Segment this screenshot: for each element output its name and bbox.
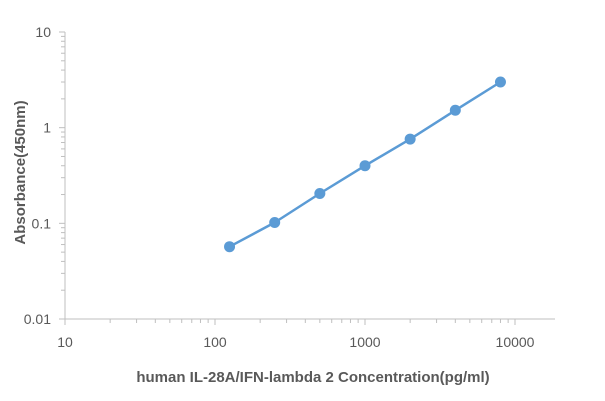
data-point (494, 76, 506, 88)
data-point (269, 217, 281, 229)
data-point (314, 188, 326, 200)
y-tick-label: 1 (43, 120, 51, 136)
data-point (404, 133, 416, 145)
x-axis-title: human IL-28A/IFN-lambda 2 Concentration(… (136, 369, 489, 386)
y-tick-label: 0.01 (24, 311, 51, 327)
y-axis-title: Absorbance(450nm) (12, 100, 29, 244)
data-point (359, 160, 371, 172)
ticks: 10 100 1000 10000 0.01 0.1 1 10 (24, 24, 535, 350)
series (224, 76, 506, 253)
y-tick-label: 0.1 (32, 215, 52, 231)
x-tick-label: 1000 (349, 334, 380, 350)
data-point (449, 104, 461, 116)
x-tick-label: 10 (57, 334, 73, 350)
data-point (224, 241, 236, 253)
axes (64, 32, 555, 320)
y-tick-label: 10 (35, 24, 51, 40)
x-tick-label: 100 (203, 334, 227, 350)
x-tick-label: 10000 (496, 334, 535, 350)
